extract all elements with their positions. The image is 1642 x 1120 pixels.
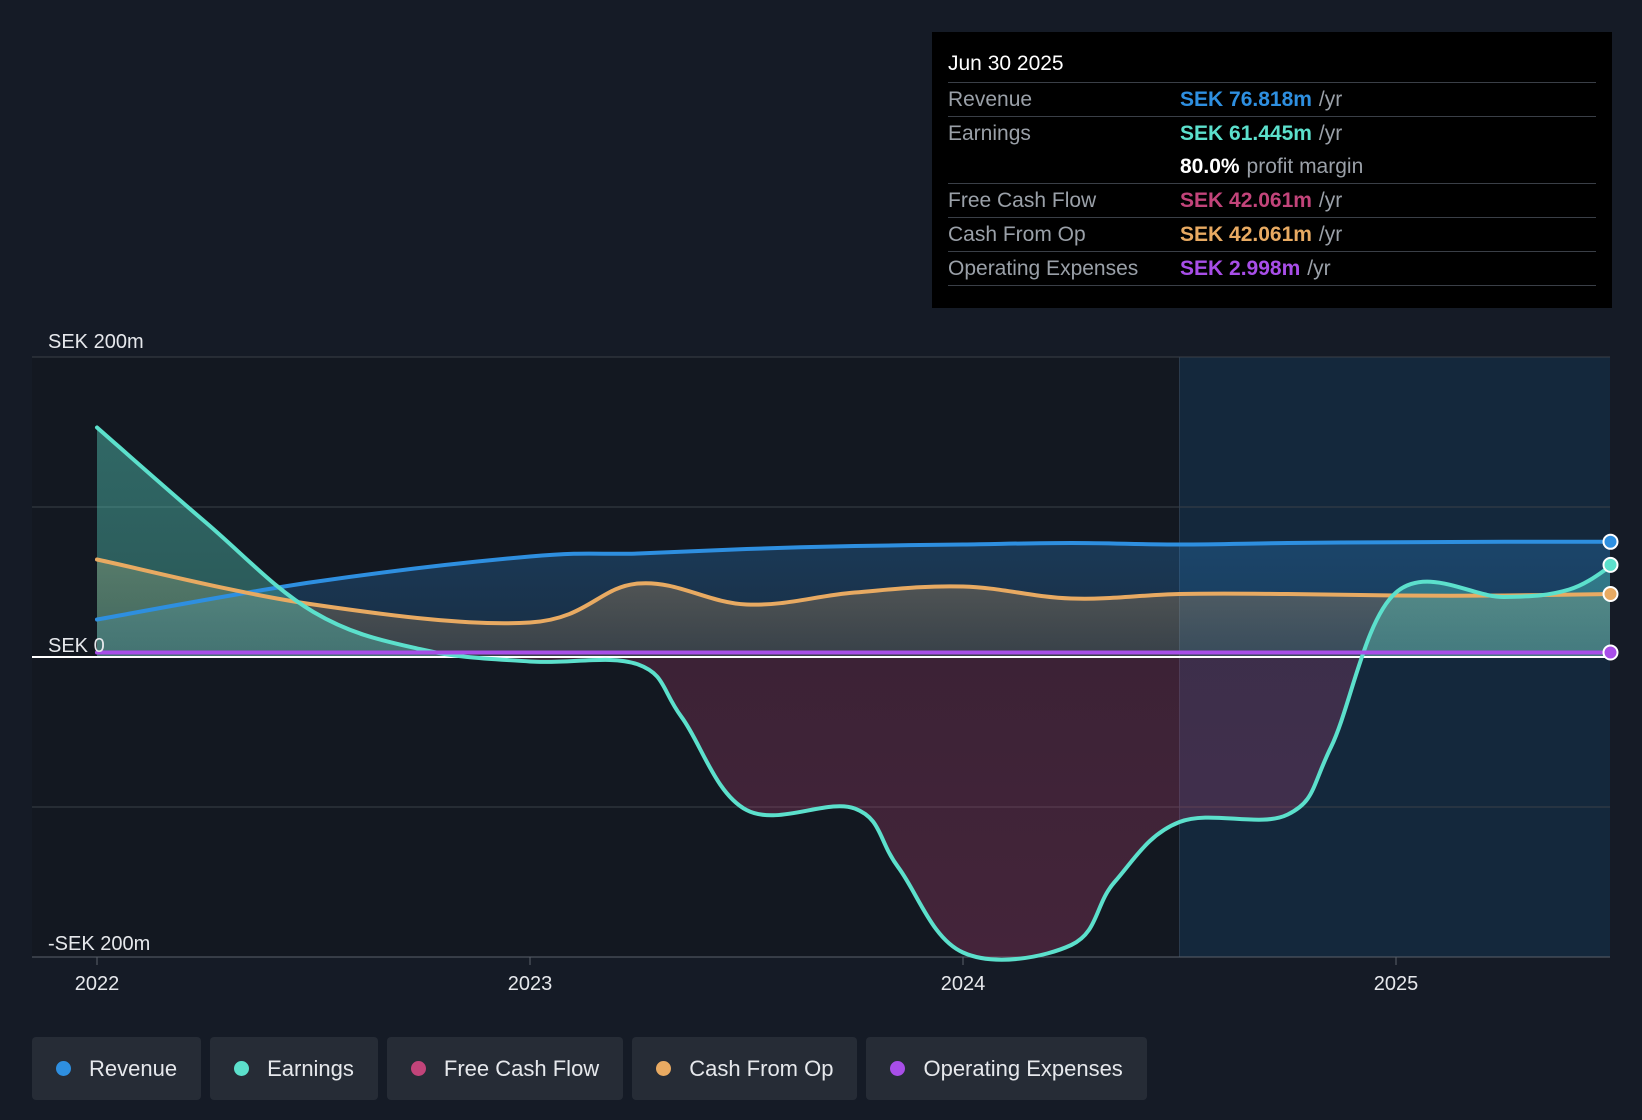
legend-item-earnings[interactable]: Earnings bbox=[210, 1037, 378, 1100]
legend-dot-cash-from-op bbox=[656, 1061, 672, 1076]
chart-legend: Revenue Earnings Free Cash Flow Cash Fro… bbox=[32, 1037, 1147, 1100]
tooltip-value-fcf: SEK 42.061m bbox=[1180, 189, 1312, 212]
tooltip-value-earnings: SEK 61.445m bbox=[1180, 122, 1312, 145]
legend-label-free-cash-flow: Free Cash Flow bbox=[443, 1055, 600, 1081]
legend-item-revenue[interactable]: Revenue bbox=[32, 1037, 202, 1100]
data-tooltip: Jun 30 2025 Revenue SEK 76.818m /yr Earn… bbox=[932, 32, 1612, 308]
y-tick-label: -SEK 200m bbox=[48, 933, 150, 955]
legend-item-free-cash-flow[interactable]: Free Cash Flow bbox=[386, 1037, 624, 1100]
tooltip-value-revenue: SEK 76.818m bbox=[1180, 88, 1312, 111]
tooltip-value-cfo: SEK 42.061m bbox=[1180, 223, 1312, 246]
legend-dot-operating-expenses bbox=[890, 1061, 906, 1076]
tooltip-unit-cfo: /yr bbox=[1318, 223, 1343, 246]
x-tick-label: 2023 bbox=[508, 973, 553, 995]
earnings-end-dot bbox=[1602, 556, 1619, 573]
legend-item-cash-from-op[interactable]: Cash From Op bbox=[632, 1037, 858, 1100]
x-tick-label: 2025 bbox=[1374, 973, 1419, 995]
tooltip-row-fcf: Free Cash Flow SEK 42.061m /yr bbox=[948, 184, 1596, 218]
tooltip-date: Jun 30 2025 bbox=[948, 46, 1596, 83]
legend-label-cash-from-op: Cash From Op bbox=[689, 1055, 834, 1081]
cash-from-op-area bbox=[97, 559, 1610, 657]
legend-label-earnings: Earnings bbox=[267, 1055, 354, 1081]
tooltip-row-earnings: Earnings SEK 61.445m /yr bbox=[948, 117, 1596, 150]
tooltip-label-earnings: Earnings bbox=[948, 122, 1031, 145]
tooltip-value-opex: SEK 2.998m bbox=[1180, 257, 1301, 280]
legend-dot-earnings bbox=[234, 1061, 250, 1076]
tooltip-label-fcf: Free Cash Flow bbox=[948, 189, 1097, 212]
legend-label-operating-expenses: Operating Expenses bbox=[923, 1055, 1123, 1081]
tooltip-unit-margin: profit margin bbox=[1246, 155, 1364, 178]
legend-item-operating-expenses[interactable]: Operating Expenses bbox=[866, 1037, 1147, 1100]
tooltip-unit-earnings: /yr bbox=[1318, 122, 1343, 145]
legend-dot-free-cash-flow bbox=[410, 1061, 426, 1076]
tooltip-unit-revenue: /yr bbox=[1318, 88, 1343, 111]
x-tick-label: 2024 bbox=[941, 973, 986, 995]
earnings-area-positive bbox=[97, 427, 1610, 657]
tooltip-row-cfo: Cash From Op SEK 42.061m /yr bbox=[948, 218, 1596, 252]
y-tick-label: SEK 200m bbox=[48, 331, 144, 353]
legend-dot-revenue bbox=[56, 1061, 71, 1076]
revenue-end-dot bbox=[1602, 533, 1619, 550]
tooltip-row-revenue: Revenue SEK 76.818m /yr bbox=[948, 83, 1596, 117]
tooltip-unit-fcf: /yr bbox=[1318, 189, 1343, 212]
y-tick-label: SEK 0 bbox=[48, 635, 105, 657]
tooltip-row-margin: 80.0% profit margin bbox=[948, 150, 1596, 184]
tooltip-row-opex: Operating Expenses SEK 2.998m /yr bbox=[948, 252, 1596, 286]
cash-from-op-end-dot bbox=[1602, 586, 1619, 602]
revenue-line bbox=[95, 539, 1615, 622]
x-tick-label: 2022 bbox=[75, 973, 120, 995]
tooltip-label-opex: Operating Expenses bbox=[948, 257, 1139, 280]
tooltip-label-cfo: Cash From Op bbox=[948, 223, 1086, 246]
tooltip-value-margin: 80.0% bbox=[1180, 155, 1240, 178]
legend-label-revenue: Revenue bbox=[89, 1055, 178, 1081]
tooltip-label-revenue: Revenue bbox=[948, 88, 1033, 111]
earnings-line bbox=[95, 425, 1615, 962]
operating-expenses-end-dot bbox=[1602, 644, 1619, 661]
tooltip-unit-opex: /yr bbox=[1307, 257, 1331, 280]
